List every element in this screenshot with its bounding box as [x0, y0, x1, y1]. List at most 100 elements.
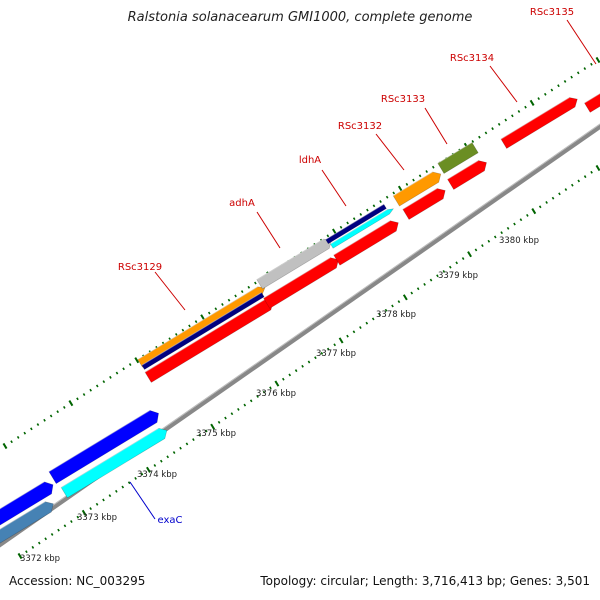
minor-tick	[134, 476, 137, 480]
minor-tick	[346, 334, 349, 338]
minor-tick	[442, 270, 446, 273]
kbp-label: 3377 kbp	[316, 349, 356, 359]
minor-tick	[436, 274, 439, 278]
minor-tick	[481, 244, 484, 248]
minor-tick	[379, 200, 382, 203]
major-tick	[595, 164, 600, 172]
feature-ldha-navy	[325, 203, 387, 245]
minor-tick	[62, 405, 66, 409]
genome-backbone	[0, 123, 600, 548]
major-tick	[531, 208, 537, 215]
minor-tick	[10, 440, 13, 444]
minor-tick	[192, 438, 195, 442]
gene-label: RSc3135	[530, 7, 574, 18]
minor-tick	[352, 330, 356, 334]
minor-tick	[122, 367, 125, 371]
gene-callout-line	[154, 271, 186, 311]
feature-rsc3132-orange-highlight	[392, 171, 433, 197]
minor-tick	[207, 311, 211, 315]
feature-rsc3134-highlight	[500, 97, 570, 140]
inner-tick-ring	[17, 164, 600, 560]
major-tick	[595, 56, 600, 64]
feature-blue-upper-highlight	[48, 409, 151, 473]
minor-tick	[583, 175, 587, 179]
major-tick	[146, 466, 151, 473]
minor-tick	[240, 290, 244, 294]
feature-steelblue-highlight	[0, 501, 46, 530]
minor-tick	[557, 84, 560, 88]
minor-tick	[227, 298, 231, 302]
minor-tick	[262, 390, 266, 394]
minor-tick	[590, 170, 593, 174]
minor-tick	[339, 225, 343, 229]
kbp-label: 3376 kbp	[256, 389, 296, 399]
minor-tick	[526, 213, 529, 217]
minor-tick	[448, 265, 452, 269]
feature-blue-upper	[48, 410, 159, 484]
minor-tick	[511, 114, 514, 118]
kbp-label: 3374 kbp	[137, 470, 177, 480]
outer-tick-ring	[2, 56, 600, 450]
minor-tick	[36, 423, 40, 426]
gene-label: RSc3134	[450, 53, 494, 64]
feature-steelblue	[0, 501, 54, 544]
minor-tick	[181, 328, 185, 332]
minor-tick	[333, 343, 336, 347]
minor-tick	[564, 188, 568, 191]
kbp-label: 3372 kbp	[20, 554, 60, 564]
minor-tick	[359, 326, 362, 329]
gene-label: RSc3129	[118, 262, 162, 273]
minor-tick	[392, 191, 396, 195]
minor-tick	[82, 393, 86, 396]
minor-tick	[102, 380, 106, 384]
minor-tick	[500, 231, 503, 235]
minor-tick	[519, 218, 523, 222]
minor-tick	[254, 281, 257, 285]
feature-red-2	[263, 257, 339, 309]
major-tick	[338, 337, 344, 344]
feature-rsc3129-navy	[141, 292, 265, 370]
minor-tick	[175, 333, 178, 336]
feature-blue-upper-left-highlight	[0, 481, 45, 510]
minor-tick	[397, 300, 401, 304]
gene-callout-line	[256, 211, 281, 249]
minor-tick	[583, 67, 587, 71]
feature-rsc3134	[500, 97, 578, 149]
kbp-labels: 3372 kbp 3373 kbp 3374 kbp 3375 kbp 3376 kbp…	[20, 236, 539, 564]
gene-label: ldhA	[299, 155, 321, 166]
minor-tick	[179, 446, 182, 450]
feature-red-5-highlight	[447, 160, 479, 180]
minor-tick	[504, 118, 508, 122]
minor-tick	[56, 410, 60, 414]
minor-tick	[76, 515, 80, 519]
minor-tick	[102, 498, 105, 502]
feature-red-3-highlight	[333, 220, 391, 256]
minor-tick	[161, 341, 165, 345]
topology-text: Topology: circular; Length: 3,716,413 bp…	[260, 574, 590, 588]
feature-adha	[256, 238, 332, 290]
minor-tick	[249, 399, 253, 403]
minor-tick	[188, 324, 191, 328]
gene-callout-line	[566, 19, 597, 65]
feature-red-1-highlight	[144, 299, 265, 373]
feature-red-5	[447, 160, 487, 190]
minor-tick	[410, 291, 414, 295]
minor-tick	[366, 208, 369, 212]
minor-tick	[405, 182, 409, 186]
feature-tracks	[0, 93, 600, 544]
feature-ldha-cyan-highlight	[330, 209, 388, 245]
minor-tick	[352, 217, 356, 221]
minor-tick	[224, 416, 227, 420]
minor-tick	[461, 257, 465, 260]
minor-tick	[570, 75, 573, 79]
minor-tick	[425, 170, 428, 173]
major-tick	[397, 185, 403, 192]
minor-tick	[478, 135, 481, 139]
minor-tick	[474, 248, 478, 252]
minor-tick	[558, 192, 561, 196]
major-tick	[529, 99, 535, 106]
minor-tick	[63, 524, 67, 528]
minor-tick	[25, 550, 28, 554]
minor-tick	[269, 386, 272, 390]
